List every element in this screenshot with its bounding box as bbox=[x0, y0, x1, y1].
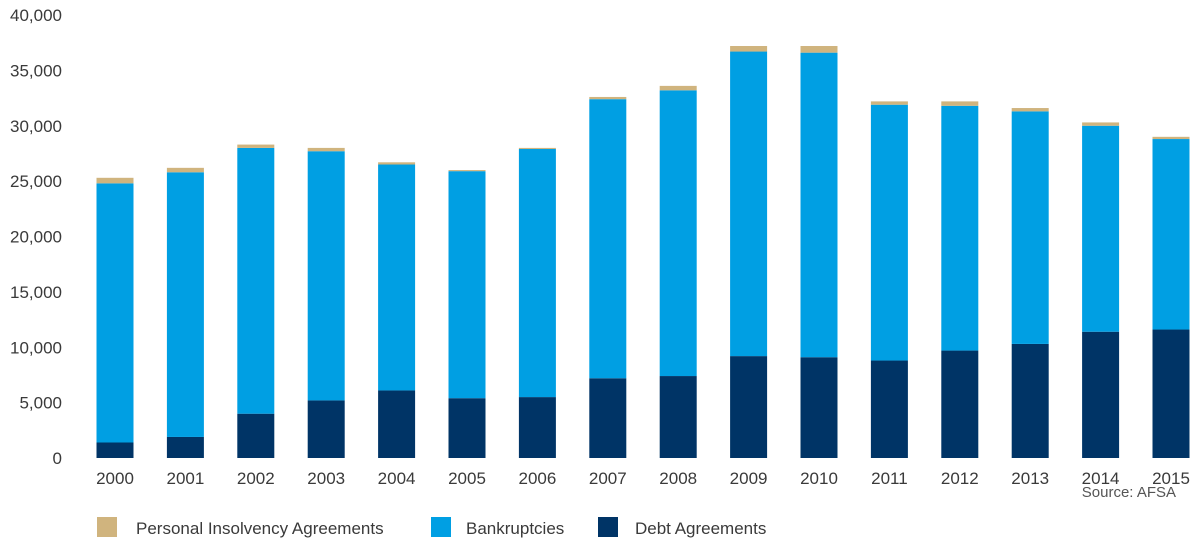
y-tick-label: 10,000 bbox=[10, 338, 62, 357]
x-axis: 2000 2001 2002 2003 2004 2005 2006 2007 2008 2009… bbox=[96, 469, 1190, 488]
bar-segment-personal-insolvency-agreements-2009 bbox=[730, 46, 768, 52]
x-tick-label: 2013 bbox=[1011, 469, 1049, 488]
bar-segment-bankruptcies-2006 bbox=[518, 149, 556, 398]
bar-segment-personal-insolvency-agreements-2011 bbox=[870, 101, 908, 105]
bar-segment-personal-insolvency-agreements-2014 bbox=[1082, 122, 1120, 126]
source-note: Source: AFSA bbox=[1082, 484, 1176, 501]
bar-segment-personal-insolvency-agreements-2000 bbox=[96, 177, 134, 184]
bar-segment-bankruptcies-2004 bbox=[378, 164, 416, 391]
bar-segment-personal-insolvency-agreements-2003 bbox=[307, 147, 345, 152]
legend-swatch-bankruptcies bbox=[431, 517, 451, 537]
x-tick-label: 2011 bbox=[871, 469, 908, 488]
y-tick-label: 15,000 bbox=[10, 283, 62, 302]
bar-segment-debt-agreements-2012 bbox=[941, 350, 979, 458]
x-tick-label: 2014 bbox=[1082, 469, 1120, 488]
bar-segment-bankruptcies-2002 bbox=[237, 147, 275, 414]
bar-segment-debt-agreements-2011 bbox=[870, 360, 908, 458]
x-tick-label: 2010 bbox=[800, 469, 838, 488]
bar-segment-bankruptcies-2007 bbox=[589, 99, 627, 379]
bar-segment-personal-insolvency-agreements-2006 bbox=[518, 147, 556, 150]
legend-label-pia: Personal Insolvency Agreements bbox=[136, 519, 384, 538]
y-tick-label: 0 bbox=[53, 449, 62, 468]
bar-segment-bankruptcies-2000 bbox=[96, 183, 134, 443]
bar-segment-debt-agreements-2010 bbox=[800, 357, 838, 458]
bar-segment-personal-insolvency-agreements-2002 bbox=[237, 144, 275, 148]
bar-segment-debt-agreements-2004 bbox=[378, 390, 416, 458]
y-tick-label: 25,000 bbox=[10, 172, 62, 191]
bar-segment-bankruptcies-2015 bbox=[1152, 139, 1190, 330]
y-tick-label: 35,000 bbox=[10, 61, 62, 80]
y-tick-label: 40,000 bbox=[10, 6, 62, 25]
bar-segment-bankruptcies-2014 bbox=[1082, 125, 1120, 332]
x-tick-label: 2012 bbox=[941, 469, 979, 488]
legend: Personal Insolvency Agreements Bankruptc… bbox=[97, 517, 766, 538]
bar-segment-personal-insolvency-agreements-2001 bbox=[166, 167, 204, 173]
bar-segment-personal-insolvency-agreements-2010 bbox=[800, 46, 838, 53]
x-tick-label: 2007 bbox=[589, 469, 627, 488]
bar-segment-debt-agreements-2007 bbox=[589, 378, 627, 458]
bar-segment-debt-agreements-2013 bbox=[1011, 343, 1049, 458]
y-tick-label: 20,000 bbox=[10, 228, 62, 247]
bar-segment-bankruptcies-2012 bbox=[941, 105, 979, 351]
bar-segment-personal-insolvency-agreements-2013 bbox=[1011, 108, 1049, 112]
bar-segment-personal-insolvency-agreements-2007 bbox=[589, 96, 627, 100]
legend-label-debt-agreements: Debt Agreements bbox=[635, 519, 766, 538]
bar-segment-personal-insolvency-agreements-2005 bbox=[448, 170, 486, 172]
bar-segment-debt-agreements-2001 bbox=[166, 436, 204, 458]
bar-segment-debt-agreements-2005 bbox=[448, 398, 486, 458]
bar-segment-bankruptcies-2013 bbox=[1011, 111, 1049, 344]
x-tick-label: 2002 bbox=[237, 469, 275, 488]
x-tick-label: 2005 bbox=[448, 469, 486, 488]
x-tick-label: 2015 bbox=[1152, 469, 1190, 488]
bar-segment-bankruptcies-2005 bbox=[448, 171, 486, 399]
bar-segment-debt-agreements-2000 bbox=[96, 442, 134, 458]
x-tick-label: 2004 bbox=[378, 469, 416, 488]
bar-segment-personal-insolvency-agreements-2004 bbox=[378, 162, 416, 165]
bar-segment-bankruptcies-2011 bbox=[870, 104, 908, 361]
bar-segment-bankruptcies-2010 bbox=[800, 52, 838, 358]
legend-label-bankruptcies: Bankruptcies bbox=[466, 519, 564, 538]
legend-swatch-debt-agreements bbox=[598, 517, 618, 537]
bar-segment-personal-insolvency-agreements-2008 bbox=[659, 85, 697, 91]
bar-segment-personal-insolvency-agreements-2015 bbox=[1152, 136, 1190, 140]
bar-segment-debt-agreements-2015 bbox=[1152, 329, 1190, 458]
legend-swatch-pia bbox=[97, 517, 117, 537]
bar-segment-debt-agreements-2008 bbox=[659, 376, 697, 458]
bar-segment-bankruptcies-2008 bbox=[659, 90, 697, 377]
bar-segment-personal-insolvency-agreements-2012 bbox=[941, 101, 979, 106]
x-tick-label: 2006 bbox=[518, 469, 556, 488]
x-tick-label: 2009 bbox=[730, 469, 768, 488]
bar-segment-bankruptcies-2003 bbox=[307, 151, 345, 401]
bar-segment-debt-agreements-2009 bbox=[730, 356, 768, 458]
y-axis: 0 5,000 10,000 15,000 20,000 25,000 30,000 35,0… bbox=[10, 6, 62, 468]
x-tick-label: 2001 bbox=[166, 469, 204, 488]
bar-segment-bankruptcies-2009 bbox=[730, 51, 768, 357]
bar-segment-debt-agreements-2002 bbox=[237, 413, 275, 458]
bar-segment-debt-agreements-2006 bbox=[518, 397, 556, 458]
y-tick-label: 30,000 bbox=[10, 117, 62, 136]
y-tick-label: 5,000 bbox=[19, 394, 62, 413]
bar-segment-bankruptcies-2001 bbox=[166, 172, 204, 437]
bars-group bbox=[96, 46, 1190, 458]
x-tick-label: 2003 bbox=[307, 469, 345, 488]
bar-segment-debt-agreements-2014 bbox=[1082, 331, 1120, 458]
x-tick-label: 2008 bbox=[659, 469, 697, 488]
x-tick-label: 2000 bbox=[96, 469, 134, 488]
bar-segment-debt-agreements-2003 bbox=[307, 400, 345, 458]
